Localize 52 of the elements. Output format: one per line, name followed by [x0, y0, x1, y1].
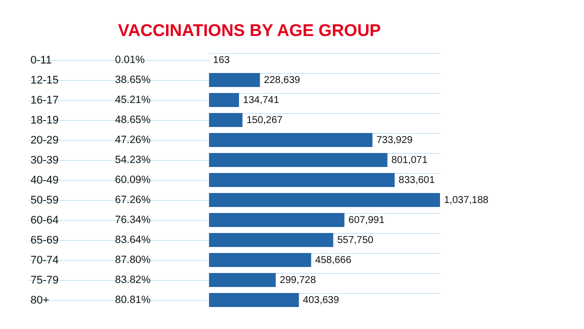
y-tick-label: 65-69 [30, 234, 59, 246]
data-label: 458,666 [315, 255, 352, 266]
text: 67.26% [115, 194, 151, 206]
data-label: 299,728 [280, 275, 316, 286]
data-label: 607,991 [348, 215, 385, 226]
text: 83.64% [115, 234, 151, 246]
text: 60.09% [115, 174, 151, 186]
data-label: 403,639 [302, 295, 340, 306]
bar [209, 253, 312, 267]
y-tick-label: 0-11 [30, 54, 52, 66]
y-tick-label: 20-29 [30, 134, 59, 146]
data-label: 163 [213, 55, 230, 66]
text: 54.23% [115, 154, 151, 166]
y-tick-label: 40-49 [30, 174, 59, 186]
y-tick-label: 16-17 [30, 94, 59, 106]
data-label: 557,750 [337, 235, 374, 246]
y-tick-label: 75-79 [30, 274, 59, 286]
data-label: 801,071 [391, 155, 428, 166]
data-label: 1,037,188 [444, 195, 489, 206]
data-label: 134,741 [243, 95, 280, 106]
text: 76.34% [115, 214, 151, 226]
bar [209, 73, 260, 87]
y-tick-label: 18-19 [30, 114, 59, 126]
chart-title: VACCINATIONS BY AGE GROUP [118, 21, 381, 40]
y-tick-label: 80+ [30, 294, 50, 306]
y-tick-label: 60-64 [30, 214, 59, 226]
y-tick-label: 70-74 [30, 254, 59, 266]
y-tick-label: 12-15 [30, 74, 59, 86]
bar [209, 113, 242, 127]
data-label: 833,601 [398, 175, 436, 186]
text: 80.81% [115, 294, 151, 306]
text: 47.26% [115, 134, 151, 146]
text: 0.01% [115, 54, 145, 66]
bar [209, 213, 344, 227]
bar [209, 133, 372, 147]
bar [209, 193, 440, 207]
bar [209, 173, 395, 187]
text: 38.65% [115, 74, 151, 86]
y-tick-label: 30-39 [30, 154, 59, 166]
data-label: 733,929 [376, 135, 414, 146]
text: 87.80% [115, 254, 151, 266]
bar [209, 153, 388, 167]
data-label: 150,267 [246, 115, 284, 126]
text: 48.65% [115, 114, 151, 126]
text: 45.21% [115, 94, 151, 106]
text: 83.82% [115, 274, 151, 286]
data-label: 228,639 [264, 75, 301, 86]
bar [209, 293, 299, 307]
y-tick-label: 50-59 [30, 194, 59, 206]
bar [209, 273, 276, 287]
bar [209, 93, 240, 107]
bar [209, 233, 334, 247]
